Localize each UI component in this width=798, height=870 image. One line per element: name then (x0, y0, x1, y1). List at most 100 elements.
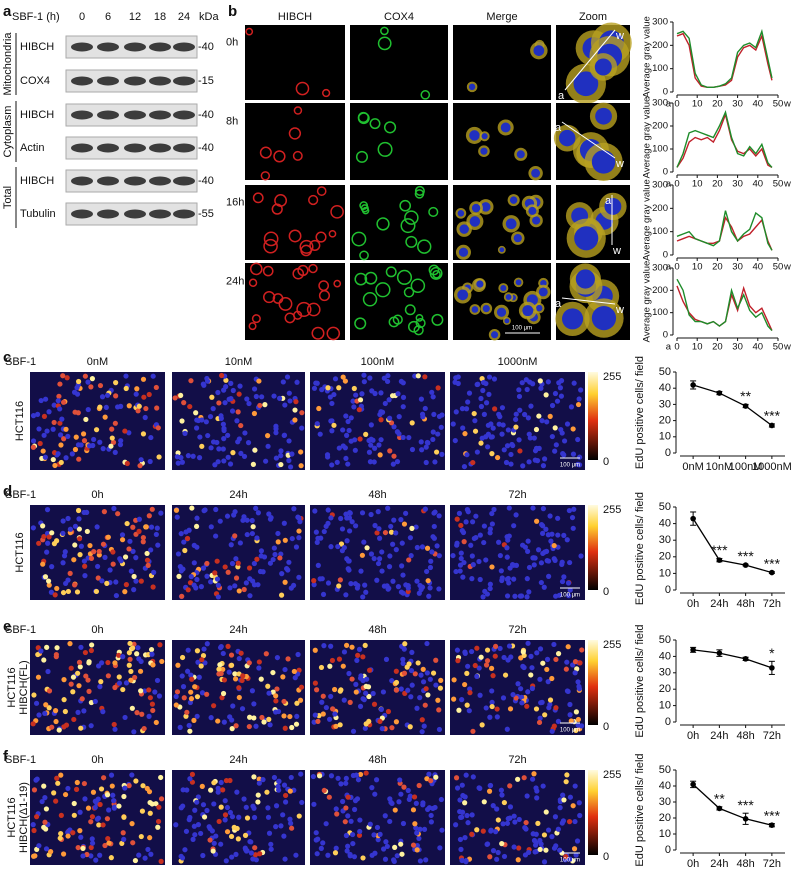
cell (357, 817, 363, 823)
cell (490, 848, 497, 854)
cell (436, 513, 442, 519)
cell (38, 648, 44, 654)
nucleus (515, 279, 522, 286)
nucleus (457, 289, 469, 301)
cell (477, 532, 483, 538)
cell (60, 589, 67, 596)
cell (122, 714, 128, 721)
cell (147, 799, 153, 806)
cell (349, 519, 355, 525)
cell (315, 836, 321, 842)
edu-image (450, 640, 585, 735)
cell (341, 697, 347, 703)
cell (41, 533, 47, 540)
cell (360, 654, 366, 660)
cell (408, 553, 414, 559)
cell-line-label: HCT116 (6, 667, 18, 707)
cell (487, 782, 494, 789)
cell (146, 713, 152, 719)
cell (129, 705, 135, 711)
cell (173, 822, 179, 828)
cell (82, 373, 88, 379)
cell (208, 445, 214, 451)
cell (238, 422, 244, 429)
cell (194, 694, 201, 700)
cell (372, 390, 378, 397)
cell (250, 803, 256, 809)
cell (323, 821, 329, 827)
cell (420, 414, 426, 420)
nucleus (505, 218, 517, 230)
cell (178, 568, 184, 574)
cell (394, 853, 400, 859)
cell (462, 800, 468, 806)
cell (518, 686, 524, 692)
cell (44, 644, 50, 650)
cell (106, 807, 112, 813)
cell (555, 532, 561, 538)
cell (98, 679, 104, 685)
cell (191, 582, 197, 588)
nucleus (535, 304, 543, 312)
blot-band (97, 143, 119, 153)
cell (473, 513, 479, 519)
nucleus (538, 287, 548, 297)
cell (289, 825, 295, 831)
x-tick-label: 0nM (682, 461, 703, 473)
y-tick-label: 0 (665, 584, 671, 596)
cell (155, 425, 161, 431)
cell (225, 454, 231, 460)
cell (500, 695, 507, 701)
colorbar (588, 770, 598, 855)
cell (108, 855, 114, 861)
y-tick-label: 0 (665, 844, 671, 856)
cell (46, 409, 52, 415)
data-point (690, 781, 696, 788)
cell (511, 844, 517, 850)
profile-line (561, 297, 616, 305)
cell (439, 451, 445, 457)
cell (339, 526, 346, 532)
cell (266, 511, 272, 517)
cell (188, 672, 194, 678)
marker-label: -55 (198, 208, 214, 220)
cell (118, 403, 124, 409)
cell (234, 825, 240, 832)
cell (387, 415, 393, 421)
cell (218, 841, 224, 847)
line-end: w (612, 245, 621, 257)
cell (311, 326, 325, 340)
y-tick-label: 100 (652, 226, 668, 237)
cell (153, 531, 159, 538)
cell (536, 413, 542, 419)
cell (363, 690, 369, 696)
cell (498, 568, 504, 574)
cell (350, 840, 356, 847)
cell (42, 710, 48, 717)
cell (325, 580, 332, 586)
cell (84, 528, 90, 535)
cell (567, 701, 573, 708)
cell (384, 378, 391, 385)
column-header: HIBCH (278, 11, 312, 23)
cell (279, 571, 285, 577)
lane-label: 18 (154, 11, 166, 23)
cell (377, 831, 383, 837)
cell (53, 718, 59, 725)
cell (543, 526, 549, 532)
cell (510, 692, 516, 698)
cell (558, 426, 564, 433)
cell (221, 436, 227, 442)
cell (560, 792, 566, 798)
cell (496, 539, 502, 545)
cell (174, 454, 180, 460)
cell (40, 561, 46, 567)
cell (541, 859, 548, 865)
cell (289, 535, 295, 542)
y-axis-label: EdU positive cells/ field (634, 492, 646, 605)
cell (393, 719, 400, 725)
cell (368, 551, 375, 557)
cell (545, 379, 551, 385)
cell (530, 776, 536, 782)
cell (427, 564, 434, 571)
